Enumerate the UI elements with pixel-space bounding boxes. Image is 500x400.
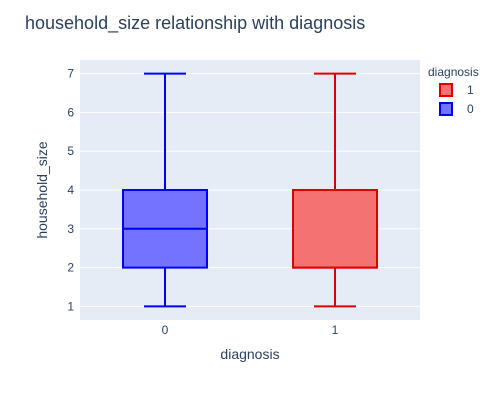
legend-label: 1	[467, 83, 474, 97]
legend-title: diagnosis	[428, 65, 479, 79]
y-tick-label: 4	[67, 183, 74, 197]
x-tick-label: 1	[332, 323, 339, 337]
iqr-box	[293, 190, 377, 268]
y-axis-title: household_size	[34, 141, 50, 239]
legend-swatch	[440, 103, 452, 115]
y-tick-label: 6	[67, 105, 74, 119]
y-tick-label: 7	[67, 67, 74, 81]
y-tick-label: 5	[67, 144, 74, 158]
y-tick-label: 3	[67, 222, 74, 236]
chart-title: household_size relationship with diagnos…	[25, 13, 365, 34]
legend-swatch	[440, 84, 452, 96]
y-tick-label: 1	[67, 299, 74, 313]
legend-label: 0	[467, 102, 474, 116]
x-axis-title: diagnosis	[220, 346, 279, 362]
x-tick-label: 0	[162, 323, 169, 337]
y-tick-label: 2	[67, 261, 74, 275]
